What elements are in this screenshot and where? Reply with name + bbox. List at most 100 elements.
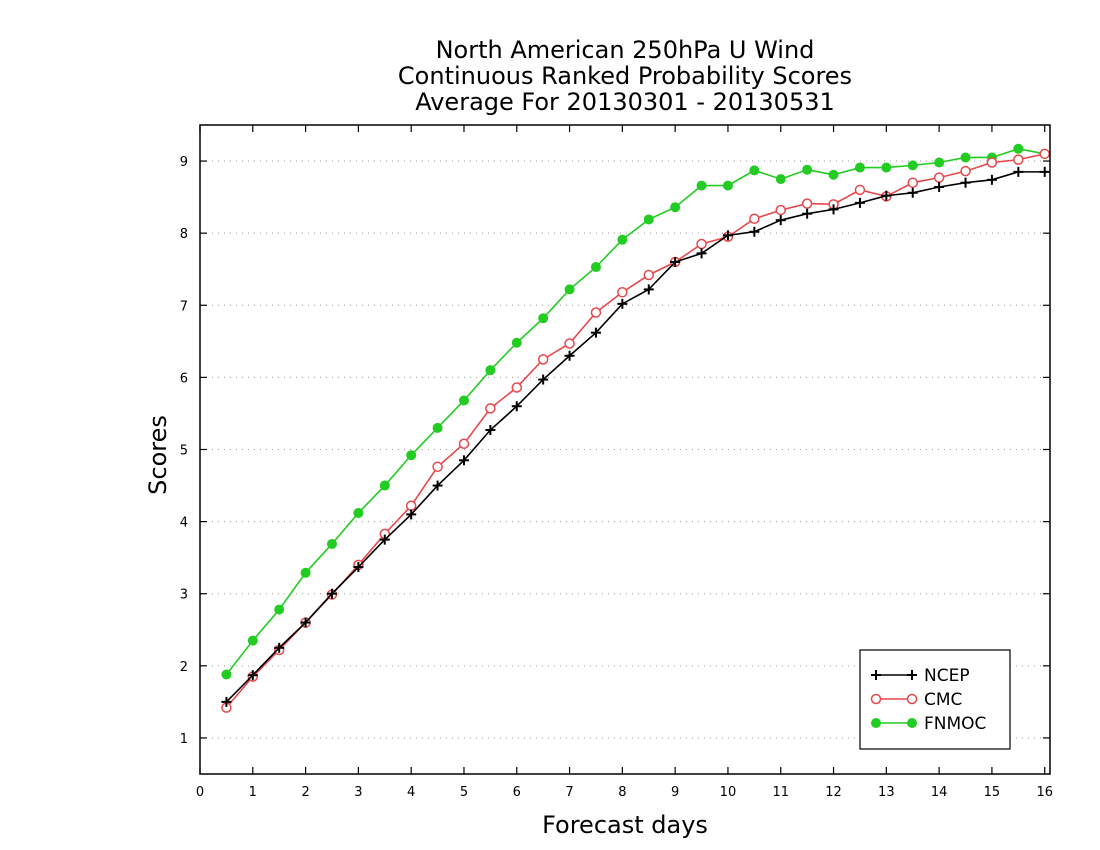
y-tick-label: 1 <box>180 732 188 747</box>
x-tick-label: 12 <box>825 785 842 800</box>
x-tick-label: 15 <box>984 785 1001 800</box>
data-point-ncep <box>379 534 390 545</box>
data-point-cmc <box>854 184 866 196</box>
data-point-ncep <box>590 327 601 338</box>
data-point-cmc <box>1039 148 1050 160</box>
data-point-cmc <box>537 354 549 365</box>
data-point-fnmoc <box>274 604 285 615</box>
data-point-cmc <box>405 500 417 511</box>
data-point-fnmoc <box>590 262 601 273</box>
x-tick-label: 2 <box>301 785 309 800</box>
y-tick-label: 4 <box>180 516 188 531</box>
data-point-ncep <box>247 670 258 681</box>
data-point-fnmoc <box>617 234 628 245</box>
data-point-ncep <box>960 177 971 188</box>
legend-entry-fnmoc: FNMOC <box>871 714 986 734</box>
series-line-cmc <box>225 153 1045 709</box>
data-point-cmc <box>511 382 523 393</box>
data-point-ncep <box>934 182 945 193</box>
data-point-cmc <box>907 177 918 188</box>
data-point-ncep <box>511 401 522 412</box>
data-point-ncep <box>274 642 285 653</box>
data-point-fnmoc <box>485 365 496 376</box>
data-point-cmc <box>432 461 443 473</box>
data-point-cmc <box>696 238 707 250</box>
data-point-ncep <box>432 480 443 491</box>
data-point-fnmoc <box>828 169 839 180</box>
data-point-cmc <box>643 269 655 281</box>
data-point-cmc <box>986 157 998 168</box>
legend-marker <box>907 718 917 728</box>
series-line-ncep <box>225 171 1045 703</box>
data-point-ncep <box>828 204 839 215</box>
data-point-cmc <box>1013 154 1024 165</box>
y-tick-label: 6 <box>180 371 188 386</box>
legend-entry-cmc: CMC <box>870 690 962 710</box>
data-point-ncep <box>326 588 337 599</box>
data-point-fnmoc <box>511 337 522 348</box>
data-point-ncep <box>353 562 364 573</box>
data-point-ncep <box>986 174 997 185</box>
data-point-fnmoc <box>379 480 390 491</box>
x-tick-label: 11 <box>772 785 789 800</box>
data-point-ncep <box>1039 166 1050 177</box>
y-axis-label: Scores <box>144 415 172 495</box>
data-point-fnmoc <box>458 395 469 406</box>
x-tick-label: 9 <box>671 785 679 800</box>
data-point-ncep <box>643 284 654 295</box>
data-point-ncep <box>485 425 496 436</box>
data-point-fnmoc <box>1013 143 1024 154</box>
chart-title-line-2: Continuous Ranked Probability Scores <box>397 62 853 90</box>
data-point-ncep <box>1013 166 1024 177</box>
data-point-ncep <box>696 248 707 259</box>
data-point-ncep <box>458 455 469 466</box>
data-point-fnmoc <box>353 507 364 518</box>
data-point-fnmoc <box>247 635 258 646</box>
data-point-fnmoc <box>696 180 707 191</box>
chart-title-line-1: North American 250hPa U Wind <box>435 36 815 64</box>
series-cmc <box>221 148 1050 713</box>
data-point-fnmoc <box>960 152 971 163</box>
data-point-ncep <box>749 226 760 237</box>
data-point-ncep <box>406 509 417 520</box>
x-tick-label: 6 <box>513 785 521 800</box>
legend-marker <box>870 693 882 705</box>
legend-entry-ncep: NCEP <box>871 666 970 686</box>
data-point-ncep <box>907 187 918 198</box>
y-tick-label: 8 <box>180 227 188 242</box>
data-point-ncep <box>564 350 575 361</box>
data-point-ncep <box>881 190 892 201</box>
x-axis-label: Forecast days <box>542 811 708 839</box>
x-tick-label: 8 <box>618 785 626 800</box>
data-point-fnmoc <box>907 160 918 171</box>
data-point-ncep <box>221 696 232 707</box>
data-point-ncep <box>854 197 865 208</box>
legend-marker <box>906 693 918 705</box>
x-tick-label: 7 <box>565 785 573 800</box>
legend: NCEP CMC FNMOC <box>859 649 1011 750</box>
x-tick-label: 14 <box>931 785 948 800</box>
data-point-ncep <box>670 257 681 268</box>
series-layer <box>221 143 1050 713</box>
data-point-cmc <box>564 338 575 349</box>
data-point-cmc <box>485 403 496 414</box>
x-tick-label: 0 <box>196 785 204 800</box>
legend-label: CMC <box>924 690 962 710</box>
data-point-fnmoc <box>432 422 443 433</box>
y-tick-label: 2 <box>180 660 188 675</box>
data-point-fnmoc <box>854 162 865 173</box>
data-point-fnmoc <box>221 669 232 680</box>
series-ncep <box>221 166 1050 707</box>
y-tick-label: 7 <box>180 299 188 314</box>
data-point-ncep <box>802 208 813 219</box>
data-point-fnmoc <box>775 174 786 185</box>
x-tick-label: 1 <box>249 785 257 800</box>
x-tick-label: 3 <box>354 785 362 800</box>
legend-marker <box>907 670 917 680</box>
x-tick-label: 10 <box>720 785 737 800</box>
data-point-fnmoc <box>564 284 575 295</box>
x-tick-label: 13 <box>878 785 895 800</box>
data-point-ncep <box>538 374 549 385</box>
data-point-ncep <box>775 215 786 226</box>
